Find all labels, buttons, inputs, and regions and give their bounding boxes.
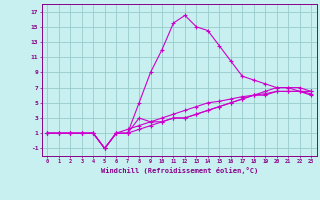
- X-axis label: Windchill (Refroidissement éolien,°C): Windchill (Refroidissement éolien,°C): [100, 167, 258, 174]
